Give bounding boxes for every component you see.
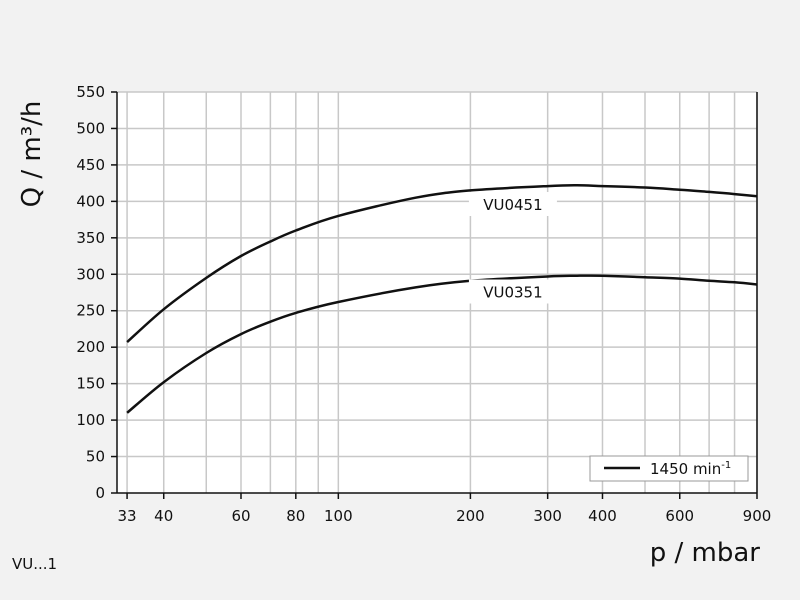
y-tick-label: 300 (76, 265, 105, 283)
curve-label-vu0351: VU0351 (483, 284, 542, 302)
plot-area (117, 92, 757, 493)
x-tick-label: 100 (324, 507, 353, 525)
x-tick-label: 40 (154, 507, 173, 525)
y-tick-label: 350 (76, 229, 105, 247)
curve-label-bg (468, 192, 557, 217)
y-tick-label: 250 (76, 302, 105, 320)
y-tick-label: 150 (76, 375, 105, 393)
x-tick-label: 200 (456, 507, 485, 525)
y-tick-label: 0 (95, 484, 105, 502)
ticks: 0 50 100 150 200 250 300 350 400 450 500 550 33 40 60 8… (76, 83, 771, 525)
x-tick-label: 60 (231, 507, 250, 525)
curve-label-vu0451: VU0451 (483, 196, 542, 214)
curve-label-bg (468, 279, 557, 304)
y-tick-label: 50 (86, 448, 105, 466)
y-tick-label: 500 (76, 119, 105, 137)
chart-footnote: VU...1 (12, 555, 57, 573)
x-tick-label: 600 (665, 507, 694, 525)
x-tick-label: 400 (588, 507, 617, 525)
y-tick-label: 450 (76, 156, 105, 174)
x-tick-label: 33 (118, 507, 137, 525)
x-tick-label: 300 (533, 507, 562, 525)
series-line-vu0451 (126, 184, 758, 344)
y-tick-label: 200 (76, 338, 105, 356)
y-tick-label: 100 (76, 411, 105, 429)
y-tick-label: 550 (76, 83, 105, 101)
x-tick-label: 900 (743, 507, 772, 525)
legend-label: 1450 min-1 (650, 460, 731, 478)
axes (116, 92, 758, 494)
legend: 1450 min-1 (589, 455, 749, 482)
curve-labels: VU0451 VU0351 (468, 192, 557, 304)
y-tick-label: 400 (76, 192, 105, 210)
x-tick-label: 80 (286, 507, 305, 525)
grid (117, 91, 758, 493)
y-axis-title: Q / m³/h (17, 101, 47, 208)
x-axis-title: p / mbar (650, 538, 761, 568)
